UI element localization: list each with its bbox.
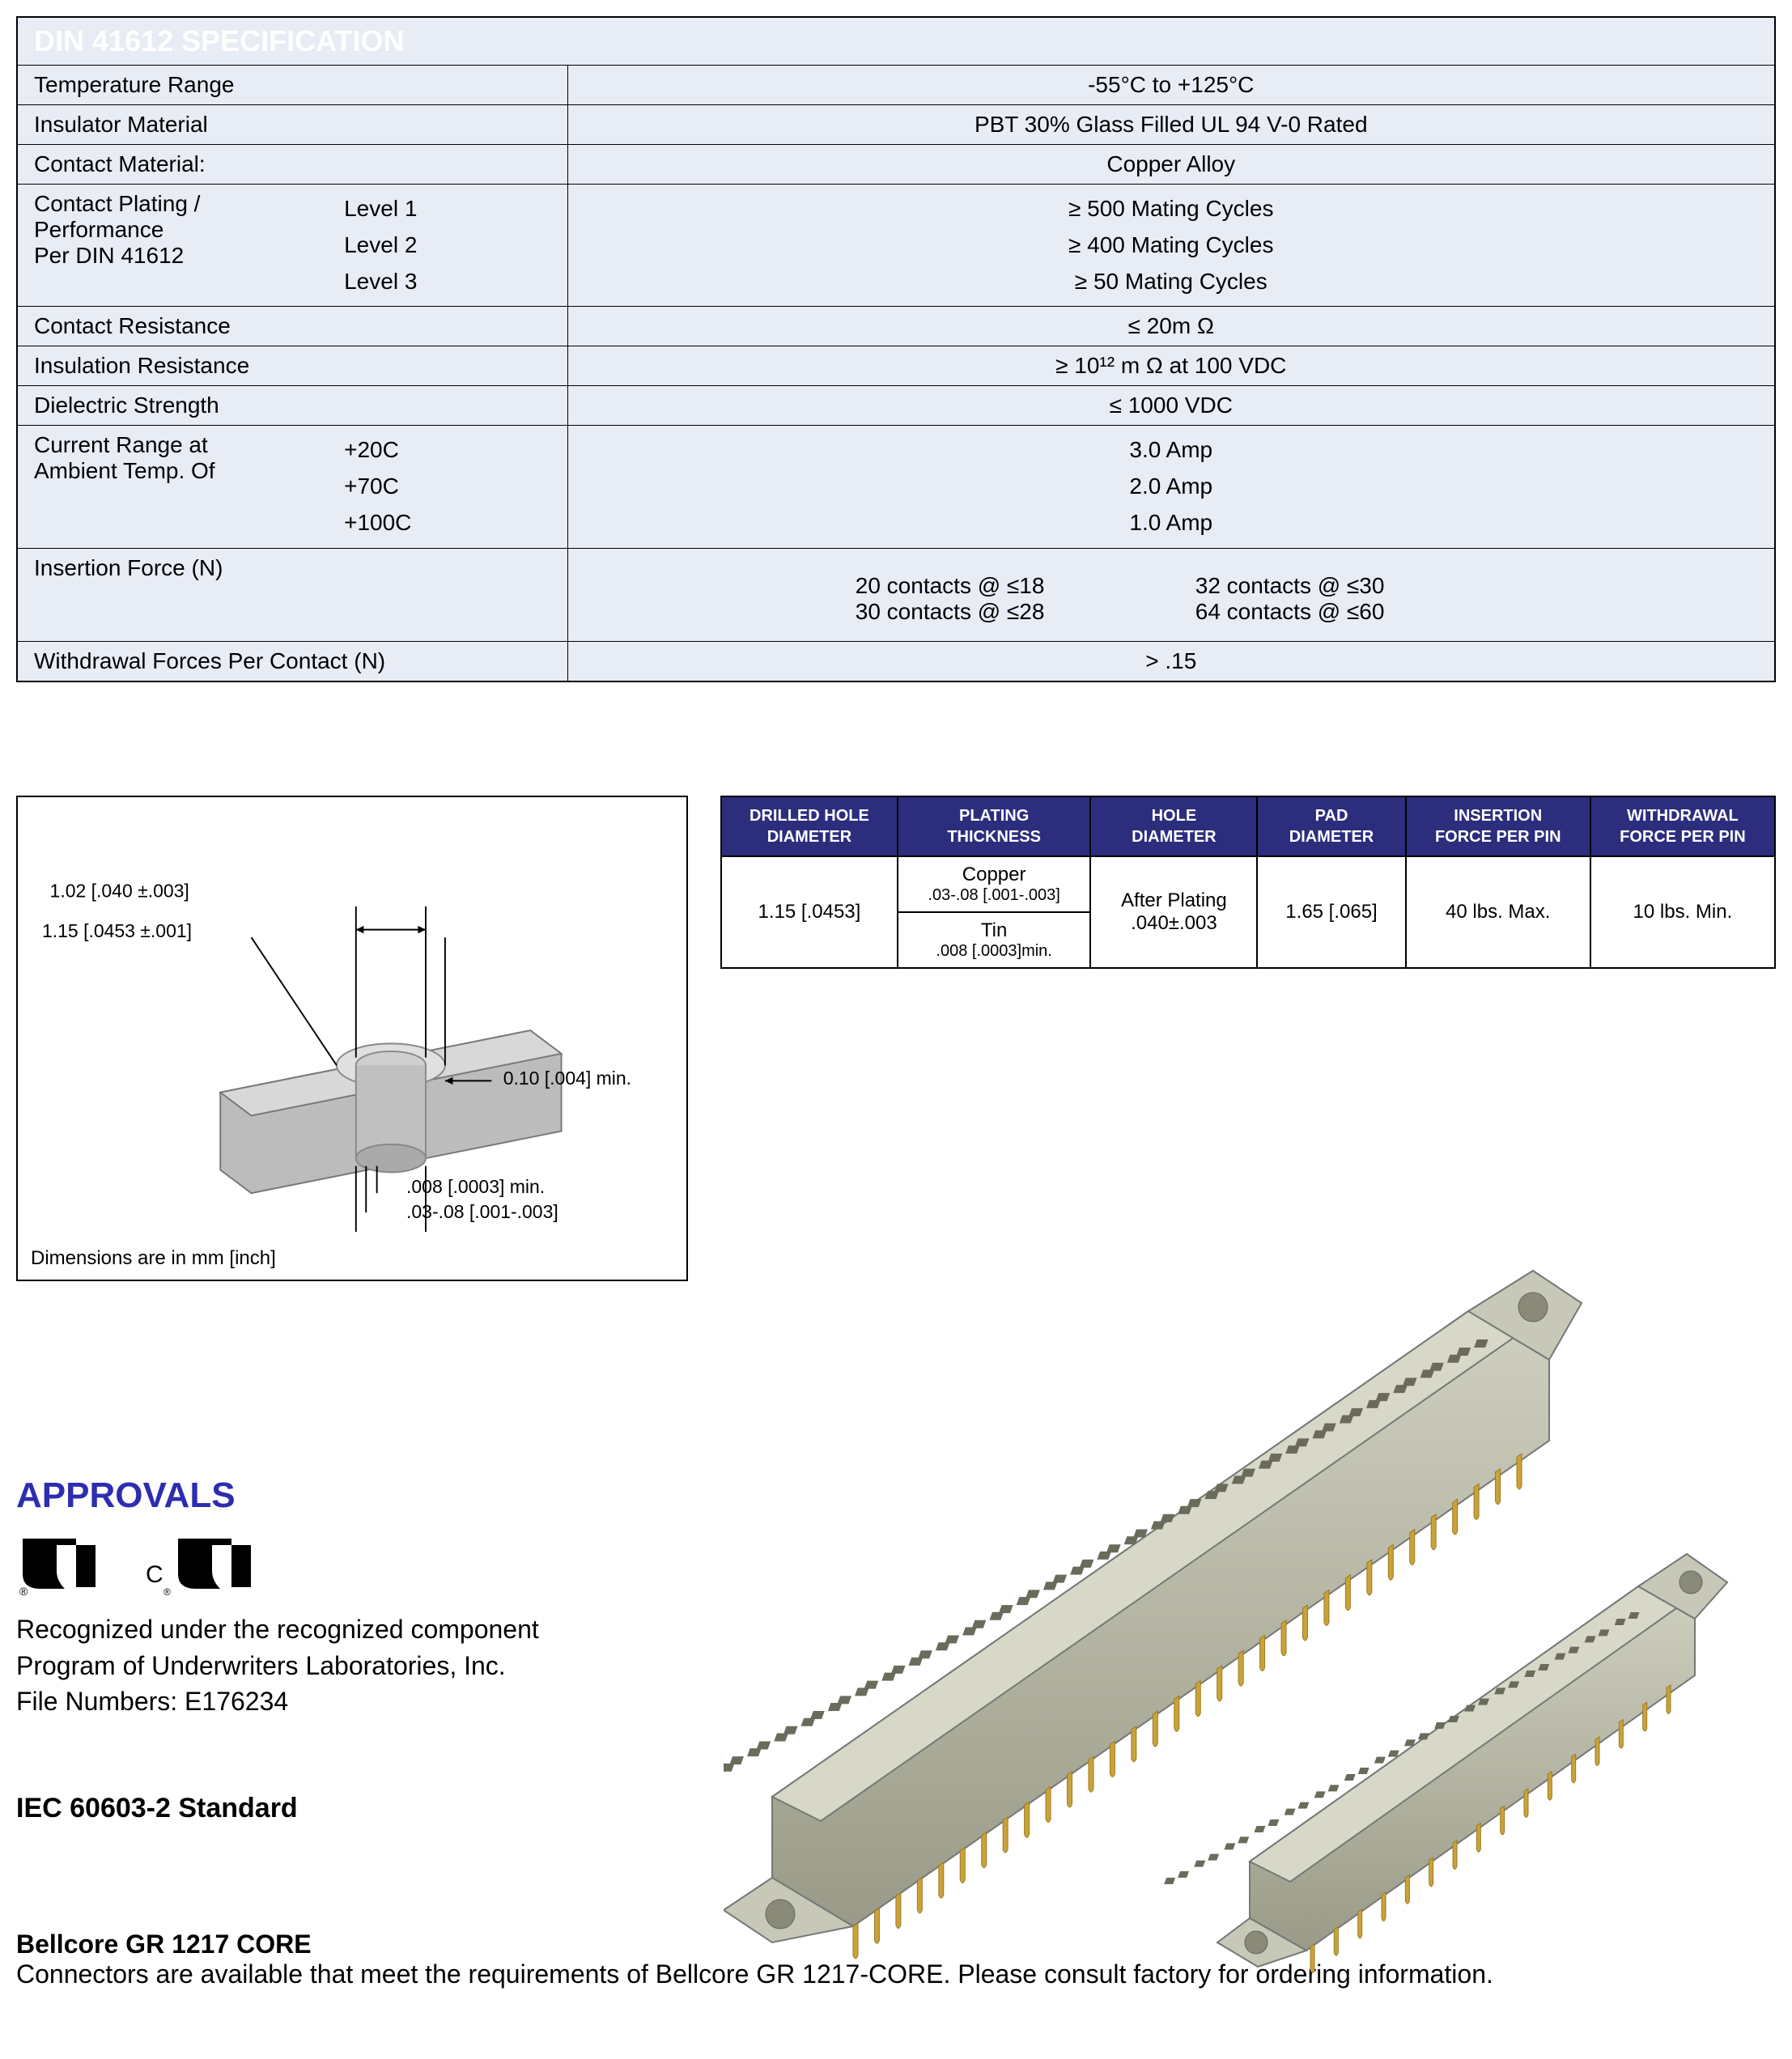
appr-t3: File Numbers: E176234 xyxy=(16,1683,745,1720)
spec-title: DIN 41612 SPECIFICATION xyxy=(17,17,1775,66)
diag-d5: .03-.08 [.001-.003] xyxy=(406,1201,558,1222)
dt-copper-l: Copper xyxy=(905,864,1084,886)
cru-logo-icon: C ® xyxy=(146,1532,259,1597)
dth1: DRILLED HOLEDIAMETER xyxy=(721,796,898,856)
approvals-section: APPROVALS ® C ® Recognized under the rec… xyxy=(16,1475,745,1824)
cur-t1: +20C xyxy=(344,432,550,469)
svg-text:®: ® xyxy=(163,1586,171,1597)
row-contactmat-label: Contact Material: xyxy=(17,145,567,185)
plating-v3: ≥ 50 Mating Cycles xyxy=(584,264,1759,300)
dt-afterv: .040±.003 xyxy=(1101,912,1246,935)
dt-wd: 10 lbs. Min. xyxy=(1590,856,1775,968)
row-diel-label: Dielectric Strength xyxy=(17,386,567,426)
dimension-table: DRILLED HOLEDIAMETER PLATINGTHICKNESS HO… xyxy=(720,796,1776,969)
ru-logo-icon: ® xyxy=(16,1532,105,1597)
row-cres-label: Contact Resistance xyxy=(17,307,567,346)
dt-plating: Copper .03-.08 [.001-.003] Tin .008 [.00… xyxy=(898,856,1091,968)
row-diel-value: ≤ 1000 VDC xyxy=(567,386,1775,426)
row-ires-value: ≥ 10¹² m Ω at 100 VDC xyxy=(567,346,1775,386)
dimension-diagram: 1.02 [.040 ±.003] 1.15 [.0453 ±.001] 0.1… xyxy=(16,796,688,1281)
dt-tin-l: Tin xyxy=(905,919,1084,942)
row-plating-values: ≥ 500 Mating Cycles ≥ 400 Mating Cycles … xyxy=(567,185,1775,307)
appr-t2: Program of Underwriters Laboratories, In… xyxy=(16,1648,745,1684)
cur-v2: 2.0 Amp xyxy=(584,469,1759,505)
dt-after: After Plating xyxy=(1101,889,1246,912)
svg-text:®: ® xyxy=(19,1585,28,1597)
appr-t1: Recognized under the recognized componen… xyxy=(16,1611,745,1648)
diagram-svg: 1.02 [.040 ±.003] 1.15 [.0453 ±.001] 0.1… xyxy=(34,813,670,1232)
diag-d2: 1.15 [.0453 ±.001] xyxy=(42,920,192,941)
plating-l2: Performance xyxy=(34,217,318,243)
cur-v3: 1.0 Amp xyxy=(584,505,1759,541)
row-current-label: Current Range at Ambient Temp. Of +20C +… xyxy=(17,426,567,548)
plating-lvl1: Level 1 xyxy=(344,191,550,227)
row-cres-value: ≤ 20m Ω xyxy=(567,307,1775,346)
cur-t2: +70C xyxy=(344,469,550,505)
plating-l3: Per DIN 41612 xyxy=(34,243,318,269)
row-wd-value: > .15 xyxy=(567,641,1775,681)
row-contactmat-value: Copper Alloy xyxy=(567,145,1775,185)
plating-l1: Contact Plating / xyxy=(34,191,318,217)
iec-standard: IEC 60603-2 Standard xyxy=(16,1793,745,1824)
cur-l2: Ambient Temp. Of xyxy=(34,458,318,484)
cur-t3: +100C xyxy=(344,505,550,541)
row-insforce-label: Insertion Force (N) xyxy=(17,548,567,641)
dth2: PLATINGTHICKNESS xyxy=(898,796,1091,856)
diagram-caption: Dimensions are in mm [inch] xyxy=(31,1247,276,1270)
spec-table: DIN 41612 SPECIFICATION Temperature Rang… xyxy=(16,16,1776,682)
dt-drilled: 1.15 [.0453] xyxy=(721,856,898,968)
row-insforce-value: 20 contacts @ ≤18 32 contacts @ ≤30 30 c… xyxy=(567,548,1775,641)
plating-lvl2: Level 2 xyxy=(344,227,550,264)
row-wd-label: Withdrawal Forces Per Contact (N) xyxy=(17,641,567,681)
dth5: INSERTIONFORCE PER PIN xyxy=(1406,796,1590,856)
plating-v2: ≥ 400 Mating Cycles xyxy=(584,227,1759,264)
ins-c2: 30 contacts @ ≤28 xyxy=(856,599,1147,625)
ins-c3: 32 contacts @ ≤30 xyxy=(1195,573,1487,599)
dt-tin-v: .008 [.0003]min. xyxy=(905,942,1084,961)
row-plating-label: Contact Plating / Performance Per DIN 41… xyxy=(17,185,567,307)
row-temp-value: -55°C to +125°C xyxy=(567,66,1775,105)
dt-pad: 1.65 [.065] xyxy=(1257,856,1405,968)
ins-c4: 64 contacts @ ≤60 xyxy=(1195,599,1487,625)
dth6: WITHDRAWALFORCE PER PIN xyxy=(1590,796,1775,856)
row-insulator-value: PBT 30% Glass Filled UL 94 V-0 Rated xyxy=(567,105,1775,145)
dt-copper-v: .03-.08 [.001-.003] xyxy=(905,886,1084,905)
row-ires-label: Insulation Resistance xyxy=(17,346,567,386)
dth3: HOLEDIAMETER xyxy=(1090,796,1257,856)
row-insulator-label: Insulator Material xyxy=(17,105,567,145)
diag-d4: .008 [.0003] min. xyxy=(406,1176,545,1197)
approvals-title: APPROVALS xyxy=(16,1475,745,1516)
dt-ins: 40 lbs. Max. xyxy=(1406,856,1590,968)
diag-d3: 0.10 [.004] min. xyxy=(503,1068,631,1089)
row-temp-label: Temperature Range xyxy=(17,66,567,105)
diag-d1: 1.02 [.040 ±.003] xyxy=(50,880,189,901)
row-current-values: 3.0 Amp 2.0 Amp 1.0 Amp xyxy=(567,426,1775,548)
plating-lvl3: Level 3 xyxy=(344,264,550,300)
ins-c1: 20 contacts @ ≤18 xyxy=(856,573,1147,599)
connector-render xyxy=(724,1230,1743,2007)
dth4: PADDIAMETER xyxy=(1257,796,1405,856)
dt-hole: After Plating .040±.003 xyxy=(1090,856,1257,968)
svg-text:C: C xyxy=(146,1561,163,1588)
cur-l1: Current Range at xyxy=(34,432,318,458)
cur-v1: 3.0 Amp xyxy=(584,432,1759,469)
plating-v1: ≥ 500 Mating Cycles xyxy=(584,191,1759,227)
